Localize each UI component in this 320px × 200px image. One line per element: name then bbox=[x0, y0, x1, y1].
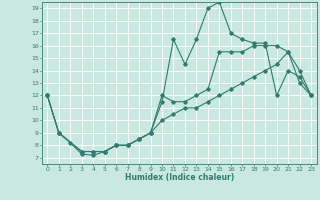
X-axis label: Humidex (Indice chaleur): Humidex (Indice chaleur) bbox=[124, 173, 234, 182]
